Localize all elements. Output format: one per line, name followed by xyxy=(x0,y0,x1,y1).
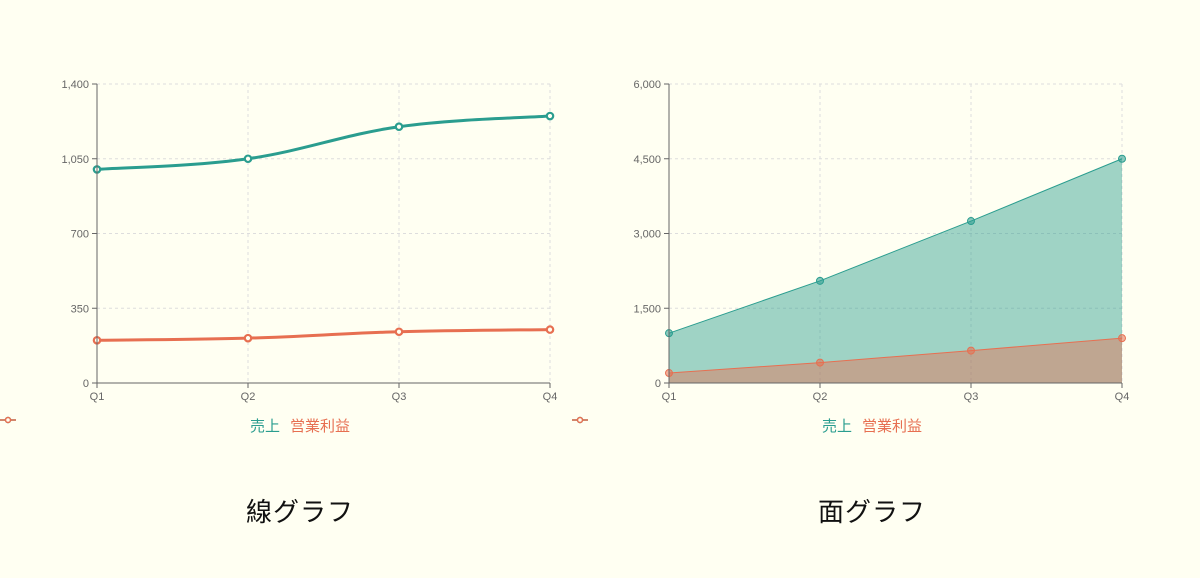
data-point[interactable] xyxy=(967,346,975,355)
legend-item-sales[interactable]: 売上 xyxy=(572,415,852,436)
data-point[interactable] xyxy=(816,276,824,285)
series-line xyxy=(96,328,551,342)
line-marker-icon xyxy=(572,416,588,424)
grid-lines xyxy=(97,83,551,383)
grid-lines xyxy=(669,83,1123,383)
x-tick-label: Q2 xyxy=(241,391,256,403)
x-tick-label: Q4 xyxy=(543,391,558,403)
area-line xyxy=(668,158,1123,334)
y-tick-label: 1,400 xyxy=(61,79,89,91)
x-tick-label: Q1 xyxy=(90,391,105,403)
data-point[interactable] xyxy=(243,154,253,164)
chart-title: 線グラフ xyxy=(245,498,354,528)
area-line xyxy=(668,337,1123,374)
data-point[interactable] xyxy=(967,217,975,226)
legend-label-profit: 営業利益 xyxy=(290,417,351,435)
legend-item-profit[interactable]: 営業利益 xyxy=(572,415,923,436)
data-point[interactable] xyxy=(816,358,824,367)
line-chart-plot: 0 350 700 1,050 1,400 Q1 Q2 Q3 Q4 xyxy=(61,79,557,403)
x-tick-label: Q2 xyxy=(813,391,828,403)
legend-label-sales: 売上 xyxy=(249,417,280,435)
y-tick-label: 350 xyxy=(71,303,89,315)
area-fill xyxy=(669,338,1122,383)
y-tick-label: 0 xyxy=(83,378,89,390)
area-chart-legend: 売上 営業利益 xyxy=(572,415,1172,436)
data-point[interactable] xyxy=(1118,154,1126,163)
y-tick-label: 4,500 xyxy=(633,154,661,166)
data-point[interactable] xyxy=(545,325,555,334)
y-tick-label: 1,050 xyxy=(61,154,89,166)
area-fill xyxy=(669,158,1122,383)
data-point[interactable] xyxy=(394,122,404,132)
axes: 0 1,500 3,000 4,500 6,000 Q1 Q2 Q3 Q4 xyxy=(633,79,1129,403)
line-chart-legend: 売上 営業利益 xyxy=(0,415,600,436)
data-point[interactable] xyxy=(243,333,253,343)
x-tick-label: Q1 xyxy=(662,391,677,403)
axes: 0 350 700 1,050 1,400 Q1 Q2 Q3 Q4 xyxy=(61,79,557,403)
chart-title: 面グラフ xyxy=(817,498,926,528)
y-tick-label: 700 xyxy=(71,229,89,241)
legend-item-profit[interactable]: 営業利益 xyxy=(0,415,351,436)
legend-label-sales: 売上 xyxy=(821,417,852,435)
x-tick-label: Q4 xyxy=(1115,391,1130,403)
line-chart-panel: 0 350 700 1,050 1,400 Q1 Q2 Q3 Q4 売上 営業利益 線グラフ xyxy=(0,79,600,528)
legend-item-sales[interactable]: 売上 xyxy=(0,415,280,436)
legend-label-profit: 営業利益 xyxy=(862,417,923,435)
x-tick-label: Q3 xyxy=(392,391,407,403)
y-tick-label: 6,000 xyxy=(633,79,661,91)
area-chart-panel: 0 1,500 3,000 4,500 6,000 Q1 Q2 Q3 Q4 売上 営業利益 面グ… xyxy=(572,0,1172,578)
data-point[interactable] xyxy=(1118,334,1126,343)
y-tick-label: 0 xyxy=(655,378,661,390)
series-line xyxy=(96,114,551,171)
series xyxy=(92,111,555,345)
data-point[interactable] xyxy=(545,111,555,121)
y-tick-label: 1,500 xyxy=(633,303,661,315)
line-marker-icon xyxy=(0,416,16,424)
series xyxy=(665,154,1126,383)
area-chart-plot: 0 1,500 3,000 4,500 6,000 Q1 Q2 Q3 Q4 xyxy=(633,79,1129,403)
data-point[interactable] xyxy=(394,327,404,337)
y-tick-label: 3,000 xyxy=(633,229,661,241)
x-tick-label: Q3 xyxy=(964,391,979,403)
